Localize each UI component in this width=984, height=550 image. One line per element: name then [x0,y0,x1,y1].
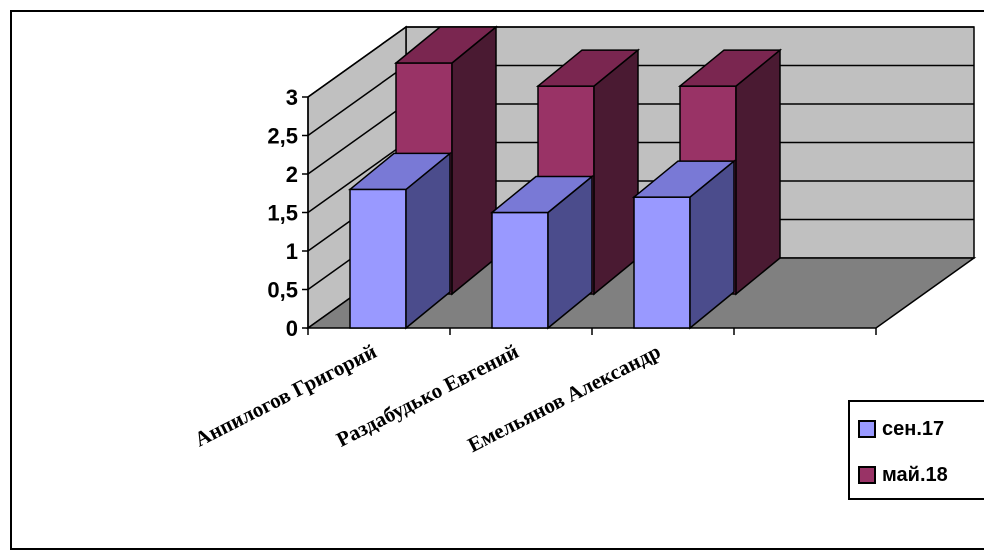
legend-swatch-series-1 [858,420,876,438]
bar-may18-1-top [535,49,641,87]
bar-may18-2-top [677,49,783,87]
bar-may18-0-side [451,25,497,296]
legend-swatch-series-2 [858,466,876,484]
bar-sep17-0-top [347,152,453,191]
legend-label-series-1: сен.17 [882,417,945,440]
legend-item-series-1: сен.17 [858,414,944,444]
bar-sep17-2-front [633,196,691,329]
y-tick-label: 0,5 [267,278,298,303]
y-tick-label: 2 [286,162,298,187]
bar-sep17-0-front [349,188,407,329]
bar-sep17-1-front [491,211,549,329]
legend-item-series-2: май.18 [858,460,948,490]
bar-may18-0-top [393,26,499,64]
y-tick-label: 3 [286,85,298,110]
gridline [307,26,974,98]
bar-may18-2-side [735,48,781,296]
bar-sep17-1-top [489,175,595,214]
chart-legend: сен.17 май.18 [848,400,984,500]
legend-label-series-2: май.18 [882,463,948,486]
bar-sep17-2-top [631,160,737,198]
y-tick-label: 2,5 [267,124,298,149]
y-tick-label: 1,5 [267,201,298,226]
bar-may18-1-side [593,48,639,296]
y-tick-label: 1 [286,239,298,264]
y-tick-label: 0 [286,316,298,341]
